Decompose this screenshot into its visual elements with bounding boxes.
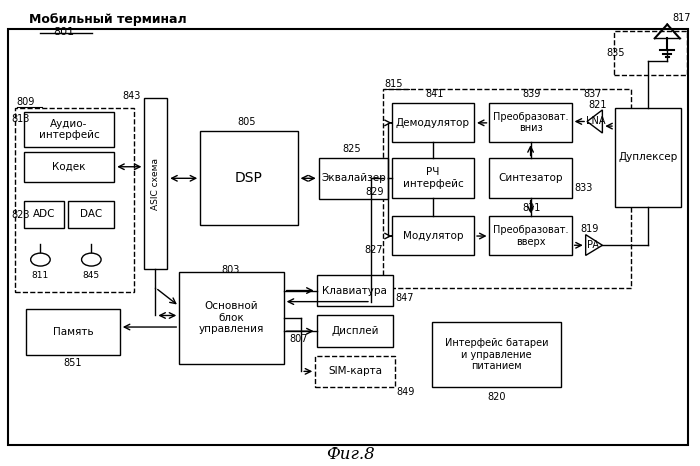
Text: 829: 829 <box>365 187 384 197</box>
Text: 819: 819 <box>580 224 598 234</box>
FancyBboxPatch shape <box>179 272 284 364</box>
Text: 841: 841 <box>425 89 444 99</box>
Text: 845: 845 <box>83 271 100 280</box>
Text: Основной
блок
управления: Основной блок управления <box>199 301 264 335</box>
FancyBboxPatch shape <box>392 158 474 198</box>
FancyBboxPatch shape <box>316 275 393 306</box>
Text: 823: 823 <box>11 210 29 220</box>
FancyBboxPatch shape <box>8 29 688 445</box>
FancyBboxPatch shape <box>24 151 114 182</box>
Text: 815: 815 <box>385 79 403 89</box>
Text: SIM-карта: SIM-карта <box>328 366 382 377</box>
Text: Фиг.8: Фиг.8 <box>326 445 374 463</box>
Text: DSP: DSP <box>235 171 262 185</box>
Text: 837: 837 <box>583 89 602 99</box>
FancyBboxPatch shape <box>615 108 681 207</box>
FancyBboxPatch shape <box>433 322 561 387</box>
Text: 820: 820 <box>487 392 505 402</box>
Text: 805: 805 <box>237 117 256 127</box>
Text: 833: 833 <box>575 184 593 193</box>
Text: Мобильный терминал: Мобильный терминал <box>29 13 187 26</box>
Polygon shape <box>587 110 603 133</box>
Text: 813: 813 <box>11 114 29 124</box>
Text: Память: Память <box>52 327 93 336</box>
Text: 803: 803 <box>221 265 239 275</box>
Text: 811: 811 <box>32 271 49 280</box>
FancyBboxPatch shape <box>489 216 572 255</box>
Text: 807: 807 <box>290 335 308 344</box>
Text: 847: 847 <box>395 293 414 303</box>
Text: ADC: ADC <box>33 209 55 219</box>
FancyBboxPatch shape <box>392 216 474 255</box>
Text: 839: 839 <box>522 89 540 99</box>
Text: 831: 831 <box>522 203 540 213</box>
Text: Интерфейс батареи
и управление
питанием: Интерфейс батареи и управление питанием <box>445 338 549 371</box>
Text: Преобразоват.
вниз: Преобразоват. вниз <box>493 112 568 133</box>
Text: 835: 835 <box>607 48 625 58</box>
Text: LNA: LNA <box>587 116 606 126</box>
Text: ASIC схема: ASIC схема <box>151 158 160 210</box>
Text: 801: 801 <box>54 27 75 37</box>
Text: 827: 827 <box>365 245 384 255</box>
Text: 849: 849 <box>397 387 415 397</box>
Text: Клавиатура: Клавиатура <box>323 286 387 295</box>
Text: 821: 821 <box>588 100 607 110</box>
FancyBboxPatch shape <box>318 158 388 199</box>
Text: 809: 809 <box>17 97 35 107</box>
Text: Кодек: Кодек <box>52 162 86 171</box>
Text: PA: PA <box>587 240 598 250</box>
Text: 851: 851 <box>63 358 82 368</box>
Text: Аудио-
интерфейс: Аудио- интерфейс <box>38 119 99 140</box>
FancyBboxPatch shape <box>24 201 64 228</box>
Text: Синтезатор: Синтезатор <box>498 173 563 183</box>
Circle shape <box>82 253 101 266</box>
Text: Модулятор: Модулятор <box>402 231 463 241</box>
FancyBboxPatch shape <box>69 201 114 228</box>
FancyBboxPatch shape <box>26 308 120 355</box>
Text: 825: 825 <box>343 144 361 154</box>
FancyBboxPatch shape <box>315 356 395 387</box>
FancyBboxPatch shape <box>392 103 474 142</box>
Text: Демодулятор: Демодулятор <box>396 117 470 128</box>
FancyBboxPatch shape <box>316 315 393 347</box>
Text: 817: 817 <box>673 13 692 23</box>
FancyBboxPatch shape <box>144 98 167 269</box>
FancyBboxPatch shape <box>489 103 572 142</box>
Text: Дисплей: Дисплей <box>331 326 379 336</box>
Text: Эквалайзер: Эквалайзер <box>321 173 386 183</box>
Text: РЧ
интерфейс: РЧ интерфейс <box>402 167 463 189</box>
FancyBboxPatch shape <box>200 131 298 226</box>
Polygon shape <box>586 235 603 255</box>
Text: 843: 843 <box>122 91 141 101</box>
Circle shape <box>31 253 50 266</box>
Text: DAC: DAC <box>80 209 102 219</box>
Text: Преобразоват.
вверх: Преобразоват. вверх <box>493 225 568 247</box>
FancyBboxPatch shape <box>24 112 114 147</box>
Text: Дуплексер: Дуплексер <box>618 152 678 162</box>
FancyBboxPatch shape <box>489 158 572 198</box>
